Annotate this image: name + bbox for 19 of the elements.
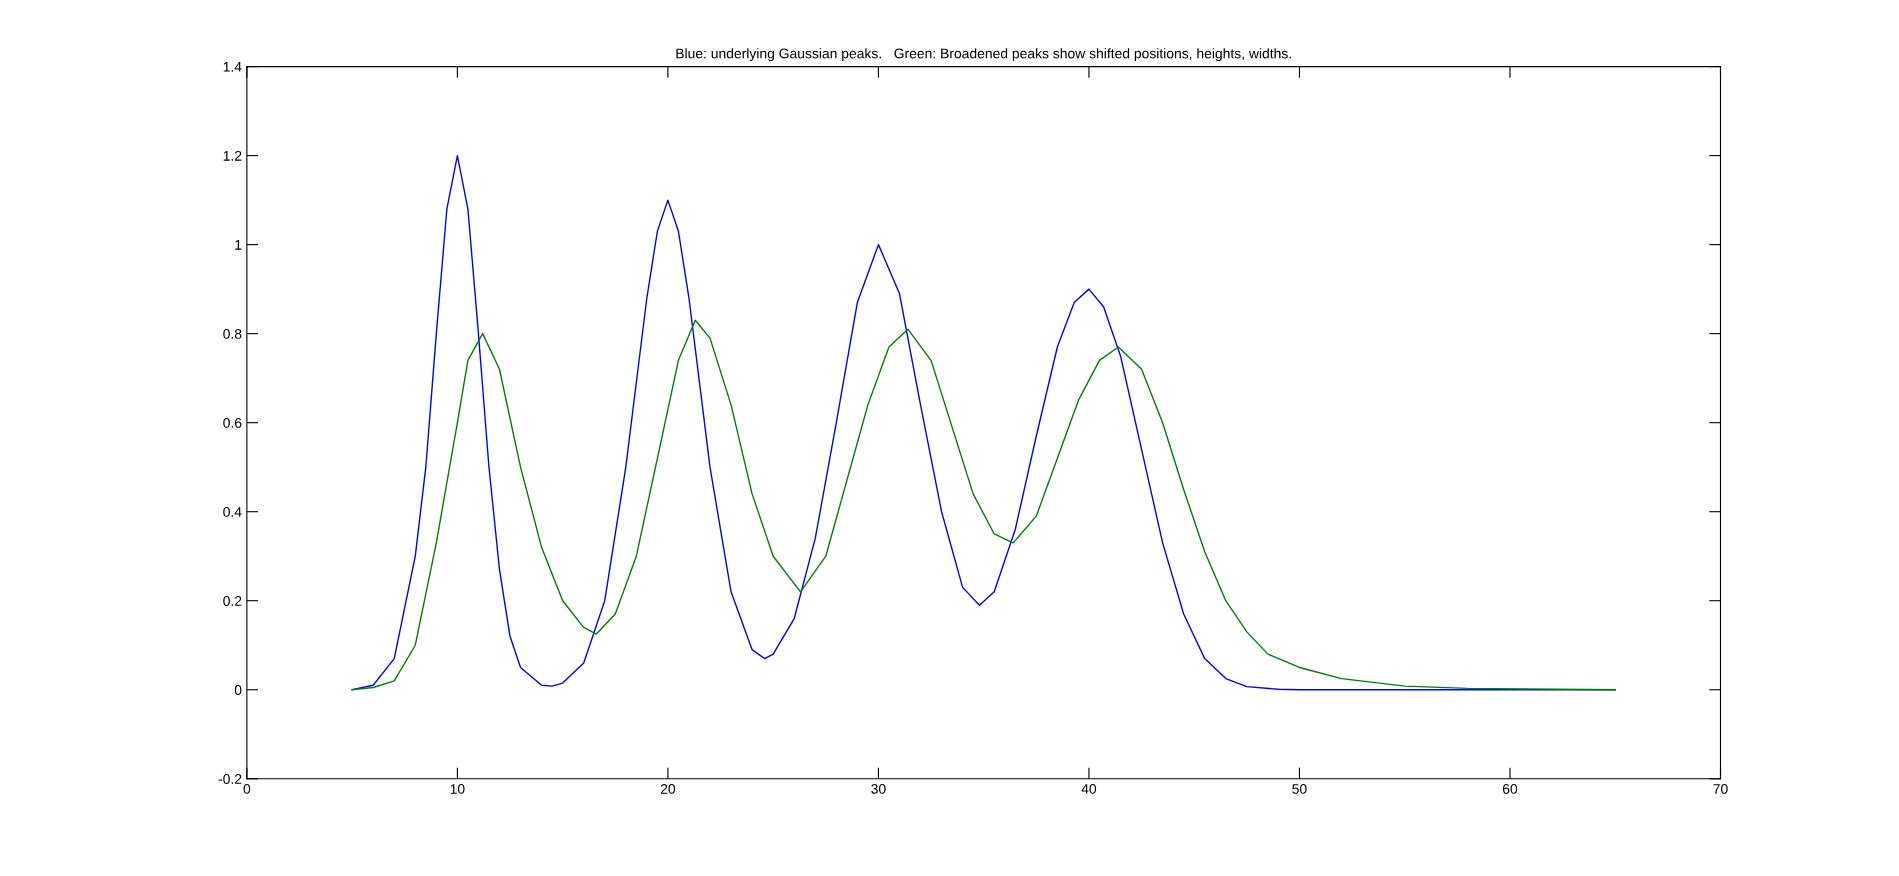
- x-tick-label: 70: [1713, 783, 1728, 794]
- x-tick-label: 20: [660, 783, 676, 794]
- y-tick-label: -0.2: [218, 774, 242, 784]
- y-tick-label: 0: [234, 685, 242, 695]
- y-tick-label: 1: [235, 240, 242, 250]
- line-series: [351, 319, 1616, 691]
- y-tick-label: 0.6: [223, 418, 242, 428]
- y-tick-label: 1.2: [223, 150, 242, 161]
- x-tick-label: 50: [1292, 783, 1307, 794]
- x-tick-label: 10: [450, 783, 465, 794]
- x-tick-label: 60: [1502, 783, 1518, 794]
- y-tick-label: 0.8: [223, 328, 242, 339]
- chart-title: Blue: underlying Gaussian peaks. Green: Broadened peaks show shifted positions, heights, widths.: [676, 48, 1291, 62]
- x-tick-label: 0: [243, 783, 251, 794]
- x-tick-label: 40: [1081, 783, 1097, 794]
- y-tick-label: 0.2: [223, 596, 242, 606]
- y-tick-label: 0.4: [223, 507, 242, 517]
- x-tick-label: 30: [871, 783, 886, 794]
- y-tick-label: 1.4: [223, 62, 242, 72]
